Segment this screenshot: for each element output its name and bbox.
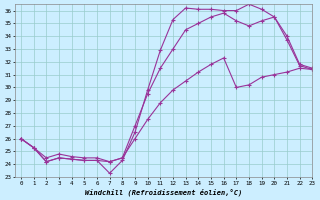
- X-axis label: Windchill (Refroidissement éolien,°C): Windchill (Refroidissement éolien,°C): [85, 188, 242, 196]
